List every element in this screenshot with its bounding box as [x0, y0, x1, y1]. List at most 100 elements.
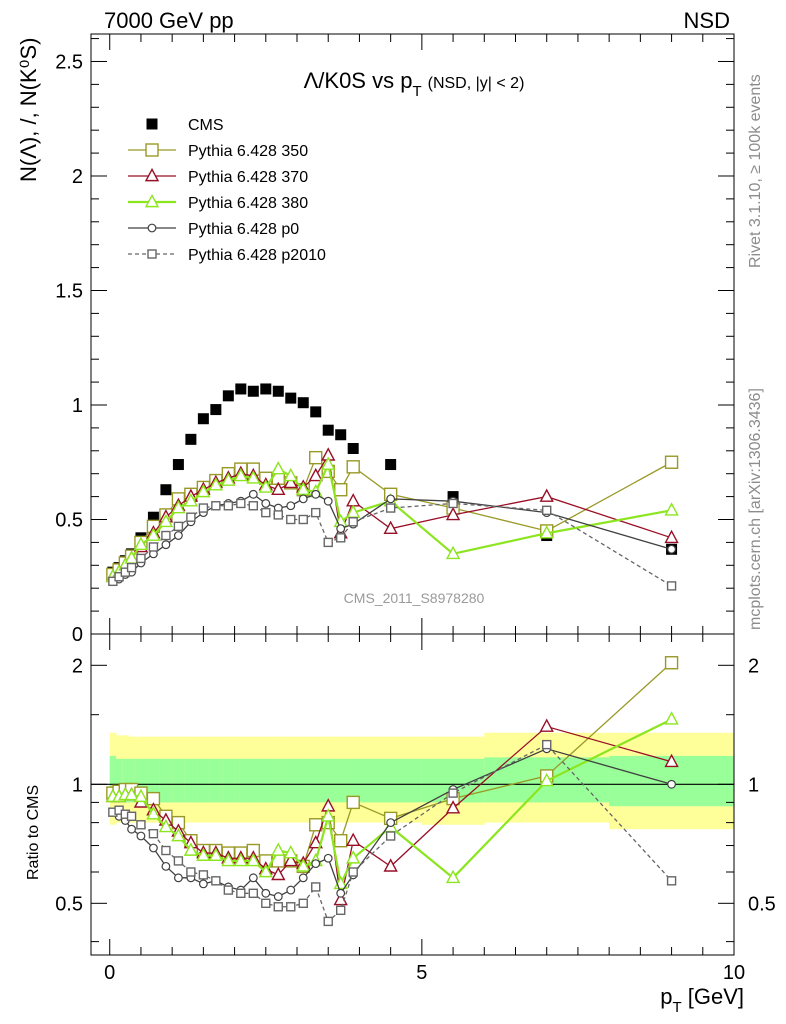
ratio-point-p0 [667, 779, 676, 789]
main-point-p2010 [161, 530, 171, 541]
ratio-point-p2010 [186, 867, 196, 877]
ratio-y-tick-label: 1 [72, 774, 83, 796]
ratio-plot-frame [90, 633, 735, 956]
main-point-p2010 [336, 533, 346, 543]
ratio-point-p380 [158, 818, 174, 833]
ratio-inner-band [159, 758, 173, 803]
legend-label-p2010: Pythia 6.428 p2010 [188, 247, 326, 264]
main-y-tick-label: 2 [72, 166, 83, 188]
x-tick-label: 5 [416, 962, 427, 984]
main-series-line-p350 [112, 456, 672, 575]
ratio-point-p0 [161, 861, 171, 871]
main-point-p380 [233, 467, 248, 482]
ratio-series-p380 [105, 711, 679, 890]
main-point-cms [222, 390, 234, 402]
main-panel: 0 0.5 1 1.5 2 2.5 [55, 33, 735, 646]
header-right-label: NSD [684, 8, 730, 33]
main-point-cms [335, 429, 347, 441]
ratio-point-p0 [273, 892, 283, 901]
legend-label-p350: Pythia 6.428 350 [188, 143, 308, 160]
main-y-axis-label: N(Λ), /, N(K⁰S) [16, 37, 41, 182]
main-point-p380 [196, 483, 211, 498]
main-point-p2010 [248, 501, 259, 511]
main-y-tick-label: 1.5 [55, 280, 83, 302]
main-point-p0 [261, 499, 271, 508]
plot-title-prefix: Λ/K0S vs p [304, 68, 413, 93]
ratio-inner-band [209, 758, 223, 803]
ratio-inner-band [222, 758, 236, 803]
ratio-point-p380 [283, 844, 298, 859]
legend-entry-p350: Pythia 6.428 350 [128, 143, 308, 160]
main-point-cms [285, 392, 297, 404]
main-point-p380 [271, 461, 286, 475]
ratio-point-p350 [346, 795, 360, 810]
ratio-point-p370 [283, 852, 298, 867]
main-point-p370 [308, 467, 323, 482]
main-point-p350 [309, 450, 323, 465]
main-point-p0 [248, 489, 258, 499]
main-point-p350 [334, 483, 348, 497]
ratio-point-p2010 [311, 882, 321, 892]
ratio-point-p2010 [298, 898, 308, 909]
main-point-p370 [346, 493, 361, 507]
ratio-point-p2010 [448, 788, 458, 798]
ratio-inner-band [128, 758, 136, 803]
legend: CMS Pythia 6.428 350 Pythia 6.428 370 Pythi… [128, 117, 326, 264]
main-y-tick-label: 0 [72, 624, 83, 646]
main-point-cms [322, 424, 334, 436]
ratio-point-p380 [233, 852, 248, 867]
ratio-y-tick-label: 2 [72, 655, 83, 677]
main-point-p380 [664, 502, 679, 516]
ratio-point-p2010 [666, 876, 677, 886]
main-point-p2010 [273, 510, 283, 520]
main-point-p0 [311, 489, 321, 499]
ratio-inner-band [184, 758, 198, 803]
ratio-inner-band [147, 758, 161, 803]
ratio-inner-band [284, 758, 298, 803]
main-point-p380 [221, 472, 236, 486]
ratio-point-p0 [127, 824, 137, 834]
main-point-p2010 [236, 498, 246, 509]
ratio-point-p370 [445, 800, 461, 814]
ratio-point-p380 [208, 847, 224, 861]
main-point-p2010 [223, 501, 234, 511]
ratio-point-p2010 [385, 831, 396, 841]
ratio-inner-band [172, 758, 186, 803]
ratio-point-p380 [271, 842, 286, 856]
ratio-point-p2010 [286, 902, 296, 912]
ratio-point-p2010 [126, 811, 137, 821]
ratio-point-p2010 [173, 856, 184, 866]
ratio-point-p2010 [323, 916, 333, 927]
ratio-point-p380 [246, 852, 261, 867]
main-point-cms [385, 459, 397, 471]
legend-marker-p2010 [147, 249, 157, 259]
ratio-point-p350 [334, 834, 348, 848]
ratio-point-p380 [321, 808, 336, 822]
main-y-tick-label: 1 [72, 395, 83, 417]
mcplots-side-label: mcplots.cern.ch [arXiv:1306.3436] [747, 388, 764, 630]
ratio-point-p380 [146, 806, 161, 820]
main-point-p370 [664, 529, 679, 544]
main-point-cms [272, 385, 284, 397]
ratio-point-p380 [221, 852, 236, 867]
ratio-inner-band [359, 758, 423, 803]
main-point-p350 [346, 460, 360, 474]
ratio-point-p380 [445, 869, 461, 884]
rivet-side-label: Rivet 3.1.10, ≥ 100k events [747, 74, 764, 268]
main-point-p380 [146, 527, 161, 541]
ratio-point-p380 [539, 772, 554, 787]
main-point-p0 [173, 531, 183, 540]
main-point-p2010 [148, 542, 159, 552]
main-y-tick-label: 0.5 [55, 509, 83, 531]
main-point-cms [185, 433, 197, 445]
ratio-point-p2010 [261, 898, 271, 909]
main-point-cms [172, 459, 184, 471]
main-point-p2010 [286, 514, 296, 525]
legend-marker-p380 [144, 193, 160, 208]
main-point-cms [147, 511, 159, 523]
ratio-point-p380 [124, 786, 139, 801]
ratio-point-p380 [346, 850, 361, 864]
main-y-tick-label: 2.5 [55, 51, 83, 73]
main-point-p380 [158, 513, 174, 528]
main-point-cms [347, 443, 359, 455]
